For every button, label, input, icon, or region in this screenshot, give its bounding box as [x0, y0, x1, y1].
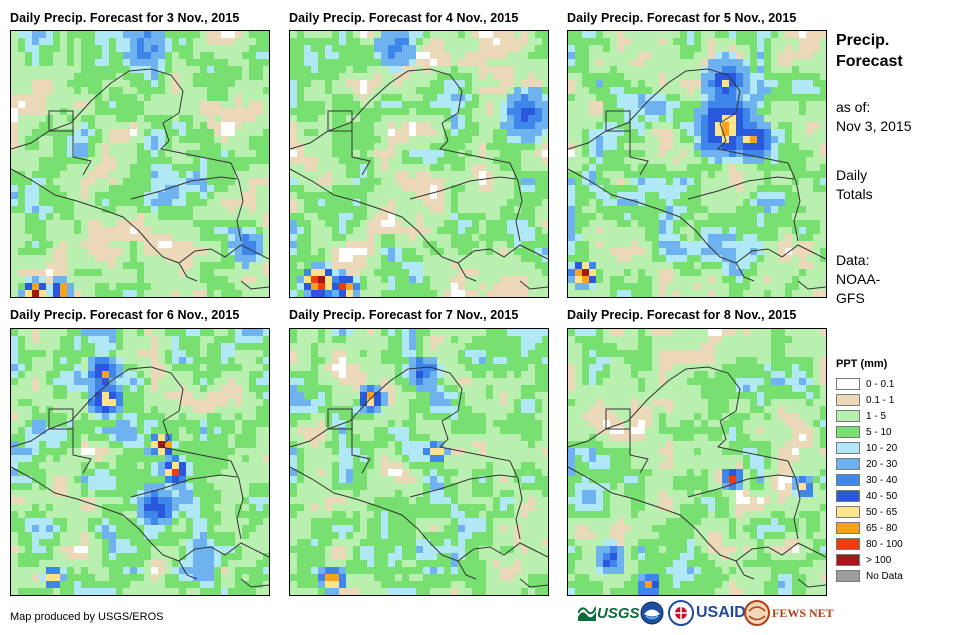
noaa-logo [640, 600, 664, 626]
side-title-line-1: Precip. [836, 32, 890, 49]
legend-swatch [836, 442, 860, 454]
side-title: Precip. Forecast [836, 30, 903, 72]
panel-title-nov-6: Daily Precip. Forecast for 6 Nov., 2015 [10, 308, 240, 322]
precip-map-nov-3 [10, 30, 270, 298]
legend-swatch [836, 410, 860, 422]
legend-label: 40 - 50 [866, 490, 898, 502]
legend-label: 0 - 0.1 [866, 378, 895, 390]
side-title-line-2: Forecast [836, 53, 903, 70]
data-source-line-2: NOAA- [836, 271, 881, 287]
totals-line-1: Daily [836, 167, 868, 183]
legend-label: No Data [866, 570, 903, 582]
precip-map-nov-6 [10, 328, 270, 596]
legend-swatch [836, 538, 860, 550]
legend-label: > 100 [866, 554, 892, 566]
legend-item: 30 - 40 [836, 473, 897, 487]
legend-label: 50 - 65 [866, 506, 898, 518]
precip-map-nov-5 [567, 30, 827, 298]
legend-item: 80 - 100 [836, 537, 903, 551]
usgs-logo: USGS [578, 600, 640, 626]
legend-item: 50 - 65 [836, 505, 897, 519]
legend-swatch [836, 490, 860, 502]
legend-item: 5 - 10 [836, 425, 892, 439]
legend-label: 65 - 80 [866, 522, 898, 534]
usaid-logo-text: USAID [696, 604, 746, 621]
fewsnet-logo: FEWS NET [744, 600, 834, 626]
as-of-date: Nov 3, 2015 [836, 118, 912, 134]
totals-block: Daily Totals [836, 166, 873, 204]
legend-item: No Data [836, 569, 903, 583]
legend-label: 20 - 30 [866, 458, 898, 470]
legend-swatch [836, 378, 860, 390]
usaid-logo: USAID [668, 600, 746, 626]
data-source-block: Data: NOAA- GFS [836, 251, 880, 308]
precip-map-nov-8 [567, 328, 827, 596]
panel-title-nov-8: Daily Precip. Forecast for 8 Nov., 2015 [567, 308, 797, 322]
usgs-logo-text: USGS [597, 604, 640, 622]
legend-title: PPT (mm) [836, 358, 888, 370]
usaid-seal-icon [668, 600, 694, 626]
legend-item: > 100 [836, 553, 891, 567]
totals-line-2: Totals [836, 186, 873, 202]
legend-item: 20 - 30 [836, 457, 897, 471]
legend-swatch [836, 394, 860, 406]
precip-map-nov-4 [289, 30, 549, 298]
panel-title-nov-3: Daily Precip. Forecast for 3 Nov., 2015 [10, 11, 240, 25]
legend-swatch [836, 522, 860, 534]
fewsnet-logo-text: FEWS NET [772, 605, 834, 620]
legend-item: 0 - 0.1 [836, 377, 894, 391]
data-source-line-3: GFS [836, 290, 865, 306]
panel-title-nov-5: Daily Precip. Forecast for 5 Nov., 2015 [567, 11, 797, 25]
legend-swatch [836, 570, 860, 582]
legend-label: 1 - 5 [866, 410, 887, 422]
legend-swatch [836, 474, 860, 486]
legend-swatch [836, 554, 860, 566]
legend-swatch [836, 506, 860, 518]
legend-item: 65 - 80 [836, 521, 897, 535]
legend-item: 10 - 20 [836, 441, 897, 455]
legend-label: 30 - 40 [866, 474, 898, 486]
map-credit: Map produced by USGS/EROS [10, 611, 164, 623]
legend-swatch [836, 458, 860, 470]
legend-item: 0.1 - 1 [836, 393, 894, 407]
legend-label: 5 - 10 [866, 426, 892, 438]
legend-label: 80 - 100 [866, 538, 903, 550]
usgs-wave-icon [578, 606, 596, 621]
as-of-block: as of: Nov 3, 2015 [836, 98, 912, 136]
data-source-label: Data: [836, 252, 870, 268]
noaa-seal-icon [640, 601, 664, 625]
legend-item: 1 - 5 [836, 409, 886, 423]
fewsnet-globe-icon [744, 600, 770, 626]
panel-title-nov-7: Daily Precip. Forecast for 7 Nov., 2015 [289, 308, 519, 322]
legend-swatch [836, 426, 860, 438]
legend-label: 10 - 20 [866, 442, 898, 454]
legend-label: 0.1 - 1 [866, 394, 895, 406]
panel-title-nov-4: Daily Precip. Forecast for 4 Nov., 2015 [289, 11, 519, 25]
as-of-label: as of: [836, 99, 871, 115]
precip-map-nov-7 [289, 328, 549, 596]
legend-item: 40 - 50 [836, 489, 897, 503]
